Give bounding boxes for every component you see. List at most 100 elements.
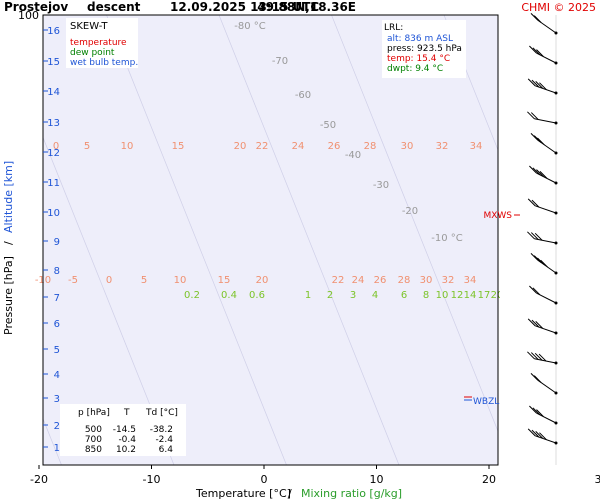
wind-barb-feather <box>533 375 542 384</box>
mixing-ratio-label: 12 <box>451 290 464 301</box>
wind-barb-dot <box>554 441 558 445</box>
wind-barb-feather <box>533 135 542 144</box>
wind-barb-feather <box>530 232 539 240</box>
dry-adiabat-label-mid: 5 <box>141 275 147 286</box>
wind-barb-feather <box>527 231 535 240</box>
isotherm-label: -20 <box>402 206 418 217</box>
mixing-ratio-label: 17 <box>478 290 491 301</box>
km-tick-label: 16 <box>47 26 60 37</box>
wind-barb-feather <box>527 318 536 327</box>
wind-panel <box>500 15 598 465</box>
mixing-ratio-label: 6 <box>401 290 407 301</box>
wind-barb-feather <box>530 352 539 360</box>
stats-r2-td: 6.4 <box>159 445 174 455</box>
wind-barbs <box>527 13 558 445</box>
dry-adiabat-label-mid: 10 <box>174 275 187 286</box>
mixing-ratio-label: 0.6 <box>249 290 265 301</box>
wind-barb <box>527 111 558 125</box>
header-datetime: 12.09.2025 13:15 UTC <box>170 0 319 14</box>
wind-barb-dot <box>554 361 558 365</box>
wind-barb-feather <box>534 232 543 241</box>
wind-barb-feather <box>533 15 542 24</box>
wind-barb-dot <box>554 211 558 215</box>
dry-adiabat-label-top: 15 <box>172 141 185 152</box>
wind-barb-feather <box>531 79 540 88</box>
header-mode: descent <box>87 0 141 14</box>
wind-barb-feather <box>527 428 536 437</box>
km-tick-label: 12 <box>47 148 60 159</box>
wind-barb-feather <box>538 353 547 362</box>
isotherm <box>331 15 498 433</box>
wind-barb-feather <box>539 432 547 441</box>
x-tick-label: 10 <box>370 473 384 486</box>
wind-barb-dot <box>554 31 558 35</box>
wind-barb-feather <box>534 352 543 361</box>
wind-barb-dot <box>554 301 558 305</box>
wind-barb-feather <box>531 429 540 438</box>
dry-adiabat-label-top: 0 <box>53 141 59 152</box>
wind-barb <box>530 13 558 35</box>
wind-barb-feather <box>530 133 539 141</box>
x-axis-label-mixing: Mixing ratio [g/kg] <box>301 487 402 500</box>
y-axis-label-pressure: Pressure [hPa] <box>2 256 15 335</box>
mixing-ratio-label: 1 <box>305 290 311 301</box>
isotherm-label: -30 <box>373 180 389 191</box>
wind-barb-feather <box>535 431 544 439</box>
mixing-ratio-label: 4 <box>372 290 378 301</box>
stats-r0-td: -38.2 <box>150 425 173 435</box>
x-tick-label: -20 <box>30 473 48 486</box>
dry-adiabat-label-top: 28 <box>364 141 377 152</box>
dry-adiabat-label-top: 26 <box>328 141 341 152</box>
km-tick-label: 15 <box>47 57 60 68</box>
wind-barb <box>527 318 558 335</box>
km-tick-label: 9 <box>54 237 60 248</box>
stats-r1-p: 700 <box>85 435 102 445</box>
wind-barb-feather <box>532 407 541 416</box>
wind-barb-feather <box>536 169 544 177</box>
wind-barb-dot <box>554 241 558 245</box>
lrl-dwpt: dwpt: 9.4 °C <box>387 64 443 74</box>
stats-r2-t: 10.2 <box>116 445 136 455</box>
wind-barb <box>527 198 558 215</box>
wind-barb-feather <box>530 112 539 120</box>
wind-barb-feather <box>527 78 536 87</box>
wind-barb-feather <box>529 405 537 414</box>
stats-table-box <box>60 404 186 456</box>
lrl-press: press: 923.5 hPa <box>387 44 462 54</box>
lrl-title: LRL: <box>384 23 403 33</box>
wind-barb-feather <box>537 257 545 266</box>
km-tick-label: 4 <box>54 370 60 381</box>
x-axis-slash: / <box>288 487 292 500</box>
legend-title: SKEW-T <box>70 21 108 32</box>
dry-adiabat-label-mid: 0 <box>106 275 112 286</box>
mixing-ratio-label: 20 <box>491 290 504 301</box>
isotherm-label: -80 °C <box>234 21 266 32</box>
km-tick-label: 8 <box>54 266 60 277</box>
mixing-ratio-label: 10 <box>436 290 449 301</box>
mixing-ratio-label: 14 <box>464 290 477 301</box>
wind-barb-feather <box>539 171 548 179</box>
wind-barb-feather <box>529 165 537 174</box>
pressure-tick-100: 100 <box>18 9 39 22</box>
km-tick-label: 10 <box>47 208 60 219</box>
wind-barb-dot <box>554 421 558 425</box>
dry-adiabat-label-top: 32 <box>436 141 449 152</box>
plot-background <box>43 15 498 465</box>
dry-adiabat-label-mid: 28 <box>398 275 411 286</box>
wind-barb-dot <box>554 181 558 185</box>
wind-barb-feather <box>529 285 537 294</box>
mixing-ratio-label: 0.2 <box>184 290 200 301</box>
plot-frame <box>42 14 499 466</box>
wind-barb-feather <box>530 253 539 261</box>
dry-adiabat-label-top: 30 <box>401 141 414 152</box>
dry-adiabat-label-top: 20 <box>234 141 247 152</box>
stats-r1-td: -2.4 <box>155 435 173 445</box>
km-tick-label: 2 <box>54 421 60 432</box>
dry-adiabat-label-mid: -5 <box>68 275 78 286</box>
wind-barb <box>529 405 558 425</box>
km-tick-label: 7 <box>54 293 60 304</box>
wind-barb-dot <box>554 61 558 65</box>
wind-barb-feather <box>533 255 542 264</box>
dry-adiabat-label-mid: 24 <box>352 275 365 286</box>
